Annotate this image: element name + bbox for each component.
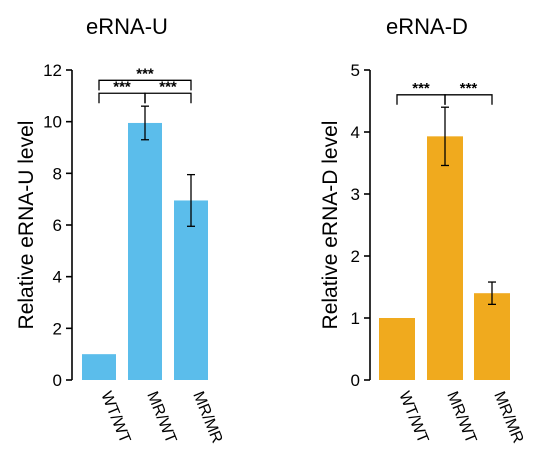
bar-3 (474, 293, 510, 380)
significance-label: *** (113, 78, 131, 95)
y-axis-label: Relative eRNA-U level (15, 121, 38, 330)
category-label: WT/WT (97, 389, 133, 446)
significance-label: *** (412, 80, 430, 97)
y-tick-label: 5 (351, 61, 360, 80)
chart-panel-2: eRNA-D Relative eRNA-D level 0 1 2 3 4 5 WT/WT MR… (319, 14, 526, 446)
category-label: MR/WT (143, 389, 179, 446)
bar-1 (82, 354, 116, 380)
y-tick-label: 4 (351, 123, 360, 142)
y-tick-label: 6 (53, 216, 62, 235)
y-tick-label: 10 (43, 113, 62, 132)
significance-label: *** (159, 78, 177, 95)
category-label: MR/MR (490, 389, 526, 446)
y-tick-label: 8 (53, 164, 62, 183)
bar-2 (128, 122, 162, 380)
y-tick-label: 0 (351, 371, 360, 390)
chart-title: eRNA-D (386, 14, 468, 39)
category-label: WT/WT (395, 389, 431, 446)
y-tick-label: 1 (351, 309, 360, 328)
y-tick-label: 0 (53, 371, 62, 390)
y-tick-label: 2 (53, 319, 62, 338)
category-label: MR/WT (443, 389, 479, 446)
significance-bracket (98, 79, 192, 91)
chart-panel-1: eRNA-U Relative eRNA-U level 0 2 4 6 8 10 12 WT/W… (15, 14, 225, 446)
y-tick-label: 12 (43, 61, 62, 80)
y-tick-label: 3 (351, 185, 360, 204)
bar-2 (427, 136, 463, 380)
significance-bracket (144, 92, 192, 104)
bar-1 (379, 318, 415, 380)
category-label: MR/MR (189, 389, 225, 446)
bar-3 (174, 200, 208, 380)
y-tick-label: 2 (351, 247, 360, 266)
chart-title: eRNA-U (86, 14, 168, 39)
significance-label: *** (460, 80, 478, 97)
significance-bracket (444, 94, 493, 105)
y-axis-label: Relative eRNA-D level (319, 121, 342, 330)
y-tick-label: 4 (53, 268, 62, 287)
significance-label: *** (136, 65, 154, 82)
